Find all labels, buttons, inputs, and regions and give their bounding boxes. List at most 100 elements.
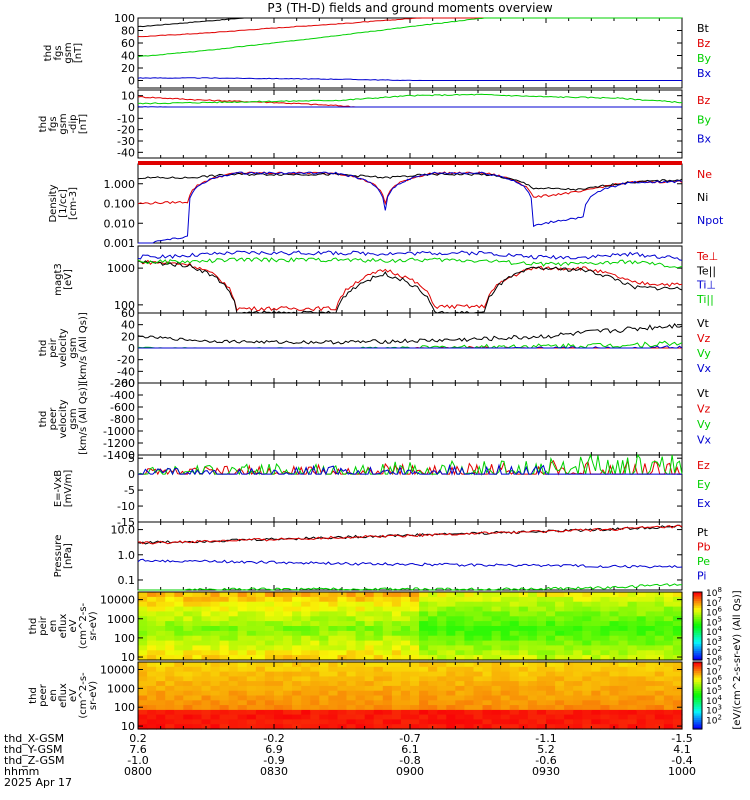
heatmap-cell bbox=[482, 690, 493, 697]
heatmap-cell bbox=[509, 690, 520, 697]
heatmap-cell bbox=[645, 681, 656, 687]
heatmap-cell bbox=[192, 685, 203, 692]
heatmap-cell bbox=[464, 709, 475, 716]
heatmap-cell bbox=[645, 666, 656, 673]
heatmap-cell bbox=[582, 724, 592, 730]
heatmap-cell bbox=[355, 655, 366, 661]
heatmap-cell bbox=[600, 596, 611, 603]
heatmap-cell bbox=[391, 611, 402, 617]
heatmap-cell bbox=[183, 685, 193, 692]
heatmap-cell bbox=[400, 616, 411, 622]
heatmap-cell bbox=[156, 635, 166, 642]
heatmap-cell bbox=[482, 695, 493, 701]
heatmap-cell bbox=[228, 705, 239, 711]
heatmap-cell bbox=[174, 705, 184, 711]
colorbar-segment bbox=[693, 637, 702, 641]
heatmap-cell bbox=[672, 705, 683, 711]
heatmap-cell bbox=[391, 601, 402, 608]
heatmap-cell bbox=[391, 655, 402, 661]
heatmap-cell bbox=[246, 621, 257, 627]
heatmap-cell bbox=[210, 592, 221, 598]
heatmap-cell bbox=[283, 719, 293, 725]
heatmap-cell bbox=[663, 606, 674, 613]
heatmap-cell bbox=[518, 601, 529, 608]
ephemeris-value: -1.5 bbox=[671, 732, 692, 745]
heatmap-cell bbox=[582, 640, 592, 647]
heatmap-cell bbox=[328, 616, 339, 622]
heatmap-cell bbox=[183, 666, 193, 673]
heatmap-cell bbox=[264, 709, 275, 716]
heatmap-cell bbox=[663, 685, 674, 692]
heatmap-cell bbox=[564, 626, 574, 632]
heatmap-cell bbox=[391, 621, 402, 627]
heatmap-cell bbox=[446, 596, 456, 603]
heatmap-cell bbox=[527, 666, 538, 673]
heatmap-cell bbox=[437, 596, 447, 603]
y-axis-label: thd bbox=[28, 618, 39, 635]
heatmap-cell bbox=[364, 655, 375, 661]
heatmap-cell bbox=[228, 719, 239, 725]
heatmap-cell bbox=[382, 719, 393, 725]
heatmap-cell bbox=[672, 655, 683, 661]
heatmap-cell bbox=[156, 606, 166, 613]
heatmap-cell bbox=[663, 640, 674, 647]
heatmap-cell bbox=[310, 681, 320, 687]
heatmap-cell bbox=[428, 700, 438, 706]
heatmap-cell bbox=[509, 685, 520, 692]
heatmap-cell bbox=[201, 630, 212, 637]
heatmap-cell bbox=[201, 719, 212, 725]
heatmap-cell bbox=[500, 616, 511, 622]
heatmap-cell bbox=[428, 714, 438, 720]
y-axis-label: sr-eV) bbox=[88, 681, 99, 710]
heatmap-cell bbox=[564, 606, 574, 613]
heatmap-cell bbox=[654, 671, 665, 677]
heatmap-cell bbox=[564, 695, 574, 701]
heatmap-cell bbox=[600, 681, 611, 687]
y-tick-label: 10 bbox=[121, 651, 135, 664]
heatmap-cell bbox=[645, 601, 656, 608]
heatmap-cell bbox=[183, 592, 193, 598]
heatmap-cell bbox=[301, 685, 311, 692]
heatmap-cell bbox=[138, 690, 148, 697]
heatmap-cell bbox=[518, 640, 529, 647]
heatmap-cell bbox=[473, 601, 484, 608]
heatmap-cell bbox=[591, 681, 601, 687]
ephemeris-value: -0.6 bbox=[535, 754, 556, 767]
heatmap-cell bbox=[292, 719, 302, 725]
y-axis-label: en bbox=[48, 689, 59, 702]
heatmap-cell bbox=[382, 666, 393, 673]
heatmap-cell bbox=[672, 671, 683, 677]
heatmap-cell bbox=[482, 596, 493, 603]
heatmap-cell bbox=[582, 695, 592, 701]
heatmap-cell bbox=[527, 592, 538, 598]
heatmap-cell bbox=[147, 676, 157, 682]
heatmap-cell bbox=[536, 606, 547, 613]
heatmap-cell bbox=[192, 709, 203, 716]
heatmap-cell bbox=[609, 650, 620, 656]
colorbar-segment bbox=[693, 596, 702, 600]
heatmap-cell bbox=[355, 611, 366, 617]
heatmap-cell bbox=[274, 700, 284, 706]
heatmap-cell bbox=[555, 666, 565, 673]
panel-frame bbox=[137, 17, 683, 89]
heatmap-cell bbox=[301, 714, 311, 720]
heatmap-cell bbox=[500, 681, 511, 687]
heatmap-cell bbox=[138, 635, 148, 642]
y-tick-label: 1000 bbox=[107, 613, 135, 626]
heatmap-cell bbox=[555, 662, 565, 668]
series-line-pressure bbox=[137, 524, 683, 545]
heatmap-cell bbox=[473, 709, 484, 716]
heatmap-cell bbox=[337, 714, 348, 720]
heatmap-cell bbox=[518, 650, 529, 656]
heatmap-cell bbox=[618, 635, 629, 642]
y-tick-label: -20 bbox=[117, 124, 135, 137]
colorbar-segment bbox=[693, 688, 702, 692]
heatmap-cell bbox=[237, 695, 248, 701]
heatmap-cell bbox=[156, 630, 166, 637]
heatmap-cell bbox=[373, 671, 384, 677]
heatmap-cell bbox=[391, 700, 402, 706]
heatmap-cell bbox=[264, 611, 275, 617]
heatmap-cell bbox=[546, 635, 556, 642]
heatmap-cell bbox=[219, 705, 230, 711]
heatmap-cell bbox=[627, 695, 638, 701]
